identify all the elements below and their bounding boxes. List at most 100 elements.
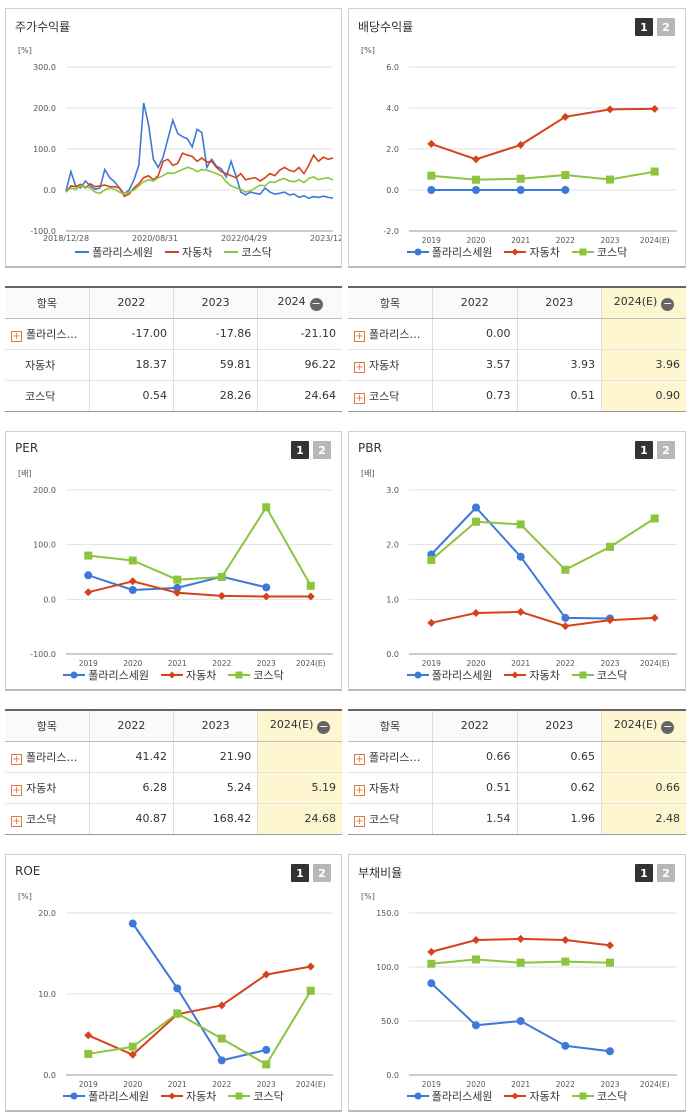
col-header: 2023 bbox=[517, 711, 602, 742]
data-point bbox=[427, 555, 436, 564]
view-2-button[interactable]: 2 bbox=[313, 441, 331, 459]
collapse-icon[interactable]: − bbox=[661, 719, 675, 734]
legend-label: 폴라리스세원 bbox=[92, 246, 153, 259]
view-1-button[interactable]: 1 bbox=[635, 864, 653, 882]
expand-icon[interactable]: + bbox=[354, 330, 365, 342]
data-point bbox=[173, 583, 182, 592]
legend-marker-icon bbox=[228, 671, 251, 679]
cell: 0.90 bbox=[601, 380, 686, 411]
view-2-button[interactable]: 2 bbox=[657, 864, 675, 882]
legend-item[interactable]: 코스닥 bbox=[571, 244, 628, 260]
data-point bbox=[472, 186, 480, 194]
x-tick-label: 2020 bbox=[466, 1080, 485, 1089]
row-label: 코스닥 bbox=[369, 812, 400, 826]
y-unit-label: [%] bbox=[18, 46, 32, 55]
legend-line-icon bbox=[164, 251, 179, 253]
legend-marker-icon bbox=[160, 1092, 183, 1100]
view-2-button[interactable]: 2 bbox=[657, 441, 675, 459]
legend-item[interactable]: 코스닥 bbox=[571, 667, 627, 683]
legend-item[interactable]: 폴라리스세원 bbox=[406, 244, 492, 260]
legend-item[interactable]: 자동차 bbox=[504, 244, 560, 260]
legend-item[interactable]: 폴라리스세원 bbox=[75, 244, 153, 260]
x-tick-label: 2024(E) bbox=[296, 1080, 326, 1089]
expand-icon[interactable]: + bbox=[11, 815, 22, 827]
legend-label: 코스닥 bbox=[253, 1090, 284, 1103]
x-tick-label: 2022 bbox=[556, 1080, 575, 1089]
expand-icon[interactable]: + bbox=[354, 753, 365, 765]
table-row: + 자동차 3.57 3.93 3.96 bbox=[348, 349, 686, 381]
expand-icon[interactable]: + bbox=[11, 753, 22, 765]
legend-item[interactable]: 폴라리스세원 bbox=[406, 1088, 492, 1104]
series-line bbox=[431, 170, 655, 181]
data-point bbox=[650, 167, 659, 176]
expand-icon[interactable]: + bbox=[11, 330, 22, 342]
row-label: 코스닥 bbox=[25, 389, 56, 403]
chart-legend: 폴라리스세원 자동차 코스닥 bbox=[6, 667, 341, 683]
legend-marker-icon bbox=[63, 671, 86, 679]
view-2-button[interactable]: 2 bbox=[657, 18, 675, 36]
data-point bbox=[561, 936, 570, 944]
cell: 0.00 bbox=[432, 318, 518, 350]
y-tick-label: 100.0 bbox=[33, 541, 56, 550]
data-point bbox=[427, 618, 436, 627]
col-header: 2023 bbox=[517, 288, 602, 319]
data-point bbox=[606, 941, 614, 950]
data-point bbox=[306, 962, 315, 971]
legend-item[interactable]: 자동차 bbox=[504, 667, 560, 683]
cell: -17.86 bbox=[173, 318, 259, 350]
data-point bbox=[516, 958, 525, 967]
collapse-icon[interactable]: − bbox=[661, 296, 675, 311]
legend-item[interactable]: 자동차 bbox=[160, 1088, 216, 1104]
legend-label: 자동차 bbox=[529, 669, 560, 682]
series-line bbox=[431, 610, 655, 628]
legend-item[interactable]: 폴라리스세원 bbox=[63, 1088, 149, 1104]
legend-item[interactable]: 코스닥 bbox=[228, 1088, 284, 1104]
row-label: 코스닥 bbox=[26, 812, 57, 826]
legend-item[interactable]: 자동차 bbox=[164, 244, 213, 260]
per-chart: [배]200.0 100.0 0.0 -100.0 2019 2020 2021 2022 20… bbox=[18, 469, 333, 668]
legend-label: 자동차 bbox=[181, 246, 213, 259]
legend-item[interactable]: 폴라리스세원 bbox=[406, 667, 492, 683]
table-row: + 폴라리스… 0.66 0.65 bbox=[348, 741, 686, 773]
legend-label: 코스닥 bbox=[596, 1090, 628, 1103]
table-row: + 코스닥 40.87 168.42 24.68 bbox=[5, 803, 342, 834]
expand-icon[interactable]: + bbox=[354, 392, 365, 404]
view-1-button[interactable]: 1 bbox=[635, 441, 653, 459]
legend-label: 코스닥 bbox=[596, 246, 628, 259]
view-1-button[interactable]: 1 bbox=[291, 441, 309, 459]
legend-item[interactable]: 코스닥 bbox=[571, 1088, 628, 1104]
view-1-button[interactable]: 1 bbox=[635, 18, 653, 36]
x-tick-label: 2024(E) bbox=[640, 1080, 670, 1089]
series-line bbox=[430, 517, 656, 572]
data-point bbox=[516, 174, 525, 183]
expand-icon[interactable]: + bbox=[354, 784, 365, 796]
table-row: + 코스닥 1.54 1.96 2.48 bbox=[348, 803, 686, 834]
x-tick-label: 2020 bbox=[466, 236, 485, 245]
y-unit-label: [배] bbox=[361, 469, 375, 478]
y-tick-label: 0.0 bbox=[386, 650, 399, 659]
data-point bbox=[262, 592, 271, 601]
legend-item[interactable]: 자동차 bbox=[504, 1088, 560, 1104]
collapse-icon[interactable]: − bbox=[317, 719, 331, 734]
legend-item[interactable]: 코스닥 bbox=[224, 244, 272, 260]
expand-icon[interactable]: + bbox=[11, 784, 22, 796]
legend-item[interactable]: 자동차 bbox=[160, 667, 216, 683]
cell: 0.66 bbox=[432, 741, 518, 773]
row-label: 자동차 bbox=[369, 781, 400, 795]
data-point bbox=[427, 979, 436, 988]
view-1-button[interactable]: 1 bbox=[291, 864, 309, 882]
panel-title: ROE bbox=[15, 864, 41, 878]
expand-icon[interactable]: + bbox=[354, 815, 365, 827]
legend-item[interactable]: 폴라리스세원 bbox=[63, 667, 149, 683]
series-line bbox=[65, 152, 334, 198]
legend-item[interactable]: 코스닥 bbox=[228, 667, 284, 683]
expand-icon[interactable]: + bbox=[354, 361, 365, 373]
data-point bbox=[516, 186, 525, 194]
collapse-icon[interactable]: − bbox=[309, 296, 323, 311]
x-tick-label: 2023 bbox=[600, 236, 619, 245]
cell bbox=[257, 741, 342, 773]
cell: -17.00 bbox=[89, 318, 175, 350]
data-point bbox=[561, 565, 570, 574]
view-2-button[interactable]: 2 bbox=[313, 864, 331, 882]
cell: 0.54 bbox=[89, 380, 175, 411]
